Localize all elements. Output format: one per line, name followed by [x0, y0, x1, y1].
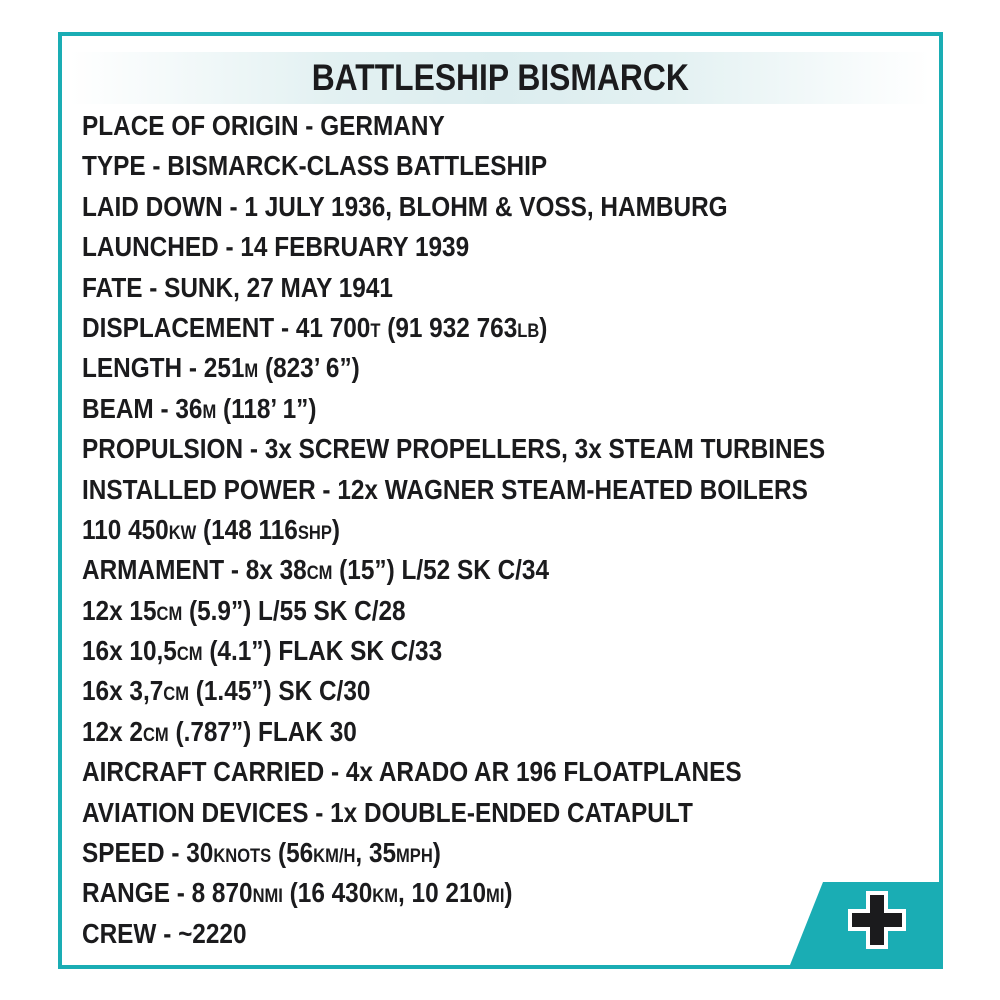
unit-label: KW — [168, 522, 197, 544]
unit-label: M — [202, 401, 217, 423]
spec-line: AVIATION DEVICES - 1x DOUBLE-ENDED CATAP… — [82, 793, 825, 833]
spec-text: (56 — [271, 837, 314, 869]
unit-label: KNOTS — [213, 846, 272, 868]
spec-text: CREW - ~2220 — [82, 917, 247, 949]
unit-label: CM — [142, 724, 169, 746]
spec-text: DISPLACEMENT - 41 700 — [82, 311, 371, 343]
spec-text: 16x 10,5 — [82, 635, 177, 667]
balkenkreuz-icon — [848, 891, 906, 949]
spec-text: FATE - SUNK, 27 MAY 1941 — [82, 271, 393, 303]
spec-line: INSTALLED POWER - 12x WAGNER STEAM-HEATE… — [82, 470, 825, 510]
unit-label: LB — [517, 320, 540, 342]
spec-text: BEAM - 36 — [82, 392, 203, 424]
spec-text: AIRCRAFT CARRIED - 4x ARADO AR 196 FLOAT… — [82, 756, 742, 788]
spec-text: (1.45”) SK C/30 — [188, 675, 371, 707]
spec-text: (15”) L/52 SK C/34 — [332, 554, 550, 586]
unit-label: CM — [156, 603, 183, 625]
spec-line: 12x 15CM (5.9”) L/55 SK C/28 — [82, 591, 825, 631]
spec-text: AVIATION DEVICES - 1x DOUBLE-ENDED CATAP… — [82, 796, 693, 828]
spec-line: LAUNCHED - 14 FEBRUARY 1939 — [82, 227, 825, 267]
spec-text: SPEED - 30 — [82, 837, 214, 869]
spec-text: 110 450 — [82, 513, 169, 545]
unit-label: NMI — [252, 886, 283, 908]
spec-text: PLACE OF ORIGIN - GERMANY — [82, 110, 445, 141]
spec-list: PLACE OF ORIGIN - GERMANY TYPE - BISMARCK… — [82, 106, 936, 954]
spec-line: 12x 2CM (.787”) FLAK 30 — [82, 712, 825, 752]
spec-text: (91 932 763 — [380, 311, 518, 343]
spec-line: CREW - ~2220 — [82, 914, 825, 954]
spec-text: (5.9”) L/55 SK C/28 — [182, 594, 406, 626]
unit-label: M — [244, 361, 259, 383]
unit-label: CM — [176, 644, 203, 666]
spec-text: ) — [432, 837, 441, 869]
spec-text: (118’ 1”) — [216, 392, 317, 424]
unit-label: CM — [163, 684, 189, 706]
unit-label: MPH — [396, 846, 433, 868]
spec-text: 12x 15 — [82, 594, 157, 626]
spec-text: ) — [331, 513, 340, 545]
unit-label: KM/H — [313, 846, 356, 868]
unit-label: KM — [372, 886, 399, 908]
spec-text: ARMAMENT - 8x 38 — [82, 554, 307, 586]
spec-line: LAID DOWN - 1 JULY 1936, BLOHM & VOSS, H… — [82, 187, 825, 227]
unit-label: T — [370, 320, 381, 342]
spec-line: FATE - SUNK, 27 MAY 1941 — [82, 268, 825, 308]
spec-text: LAUNCHED - 14 FEBRUARY 1939 — [82, 231, 470, 263]
spec-line: AIRCRAFT CARRIED - 4x ARADO AR 196 FLOAT… — [82, 752, 825, 792]
title-text: BATTLESHIP BISMARCK — [311, 57, 689, 98]
spec-line: BEAM - 36M (118’ 1”) — [82, 389, 825, 429]
spec-line: DISPLACEMENT - 41 700T (91 932 763LB) — [82, 308, 825, 348]
spec-line: SPEED - 30KNOTS (56KM/H, 35MPH) — [82, 833, 825, 873]
unit-label: MI — [486, 886, 505, 908]
spec-text: (148 116 — [196, 513, 298, 545]
spec-text: (823’ 6”) — [258, 352, 360, 384]
spec-text: LENGTH - 251 — [82, 352, 245, 384]
spec-text: PROPULSION - 3x SCREW PROPELLERS, 3x STE… — [82, 433, 826, 465]
spec-text: (4.1”) FLAK SK C/33 — [202, 635, 443, 667]
spec-line: PLACE OF ORIGIN - GERMANY — [82, 106, 825, 146]
spec-text: (16 430 — [282, 877, 373, 909]
spec-line: PROPULSION - 3x SCREW PROPELLERS, 3x STE… — [82, 429, 825, 469]
spec-line: 16x 10,5CM (4.1”) FLAK SK C/33 — [82, 631, 825, 671]
spec-text: 16x 3,7 — [82, 675, 164, 707]
spec-text: RANGE - 8 870 — [82, 877, 253, 909]
balkenkreuz-badge — [790, 882, 939, 965]
spec-line: RANGE - 8 870NMI (16 430KM, 10 210MI) — [82, 873, 825, 913]
page-title: BATTLESHIP BISMARCK — [0, 55, 1000, 101]
spec-line: 110 450KW (148 116SHP) — [82, 510, 825, 550]
spec-line: ARMAMENT - 8x 38CM (15”) L/52 SK C/34 — [82, 550, 825, 590]
spec-text: ) — [539, 311, 548, 343]
spec-line: LENGTH - 251M (823’ 6”) — [82, 348, 825, 388]
spec-line: TYPE - BISMARCK-CLASS BATTLESHIP — [82, 146, 825, 186]
spec-text: TYPE - BISMARCK-CLASS BATTLESHIP — [82, 150, 548, 182]
spec-line: 16x 3,7CM (1.45”) SK C/30 — [82, 671, 825, 711]
title-band — [70, 52, 930, 104]
unit-label: CM — [306, 563, 333, 585]
spec-text: ) — [504, 877, 513, 909]
spec-text: LAID DOWN - 1 JULY 1936, BLOHM & VOSS, H… — [82, 190, 728, 222]
unit-label: SHP — [297, 522, 332, 544]
spec-text: (.787”) FLAK 30 — [168, 715, 357, 747]
spec-text: 12x 2 — [82, 715, 143, 747]
spec-text: , 10 210 — [398, 877, 487, 909]
spec-card-frame — [58, 32, 943, 969]
spec-text: , 35 — [355, 837, 397, 869]
spec-text: INSTALLED POWER - 12x WAGNER STEAM-HEATE… — [82, 473, 808, 505]
